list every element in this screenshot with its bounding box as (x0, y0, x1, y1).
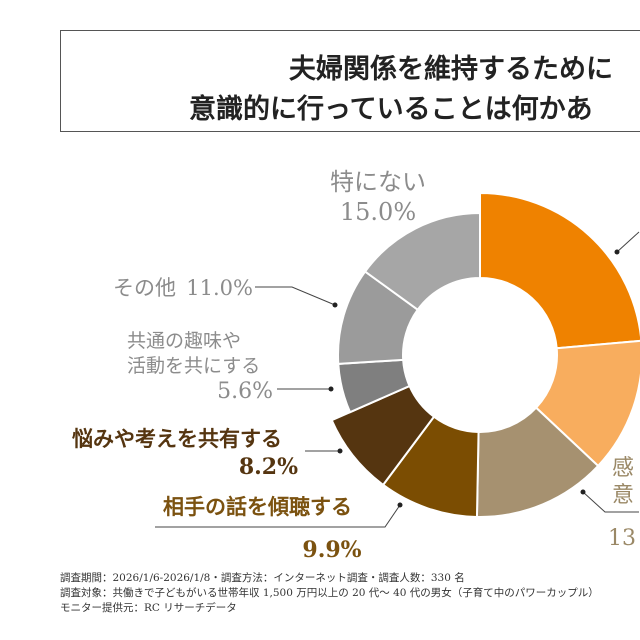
donut-slice-4 (330, 384, 436, 487)
value-listen: 9.9% (302, 537, 361, 563)
value-tan: 13 (608, 526, 636, 551)
leader-line-listen (155, 504, 401, 528)
label-none: 特にない (330, 168, 426, 196)
value-none: 15.0% (340, 198, 416, 226)
label-other: その他 (113, 276, 176, 300)
donut-slice-0 (479, 191, 640, 350)
title-box: 夫婦関係を維持するために 意識的に行っていることは何かあ (60, 30, 640, 132)
label-hobby-1: 共通の趣味や (127, 330, 241, 352)
leader-line-orange (616, 231, 640, 253)
value-hobby: 5.6% (217, 379, 273, 404)
label-tan-1: 感 (612, 456, 634, 481)
label-tan-2: 意 (612, 483, 634, 508)
leader-dot (337, 448, 343, 454)
value-share: 8.2% (239, 454, 298, 480)
leader-dot (397, 502, 403, 508)
leader-line-other (255, 286, 336, 306)
title-line-1: 夫婦関係を維持するために (289, 54, 613, 85)
footnote-source: モニター提供元：RC リサーチデータ (60, 602, 237, 614)
leader-dot (614, 249, 620, 255)
leader-line-tan (582, 491, 639, 513)
value-other: 11.0% (186, 276, 253, 300)
label-listen: 相手の話を傾聴する (163, 494, 352, 519)
footnote-target: 調査対象：共働きで子どもがいる世帯年収 1,500 万円以上の 20 代〜 40… (60, 587, 599, 599)
donut-slice-7 (363, 211, 481, 312)
title-line-2: 意識的に行っていることは何かあ (189, 94, 593, 125)
label-hobby-2: 活動を共にする (127, 355, 260, 377)
label-share: 悩みや考えを共有する (72, 426, 282, 451)
footnote-period: 調査期間：2026/1/6-2026/1/8・調査方法：インターネット調査・調査… (60, 572, 465, 584)
leader-dot (328, 386, 334, 392)
leader-dot (332, 302, 338, 308)
leader-dot (580, 489, 586, 495)
